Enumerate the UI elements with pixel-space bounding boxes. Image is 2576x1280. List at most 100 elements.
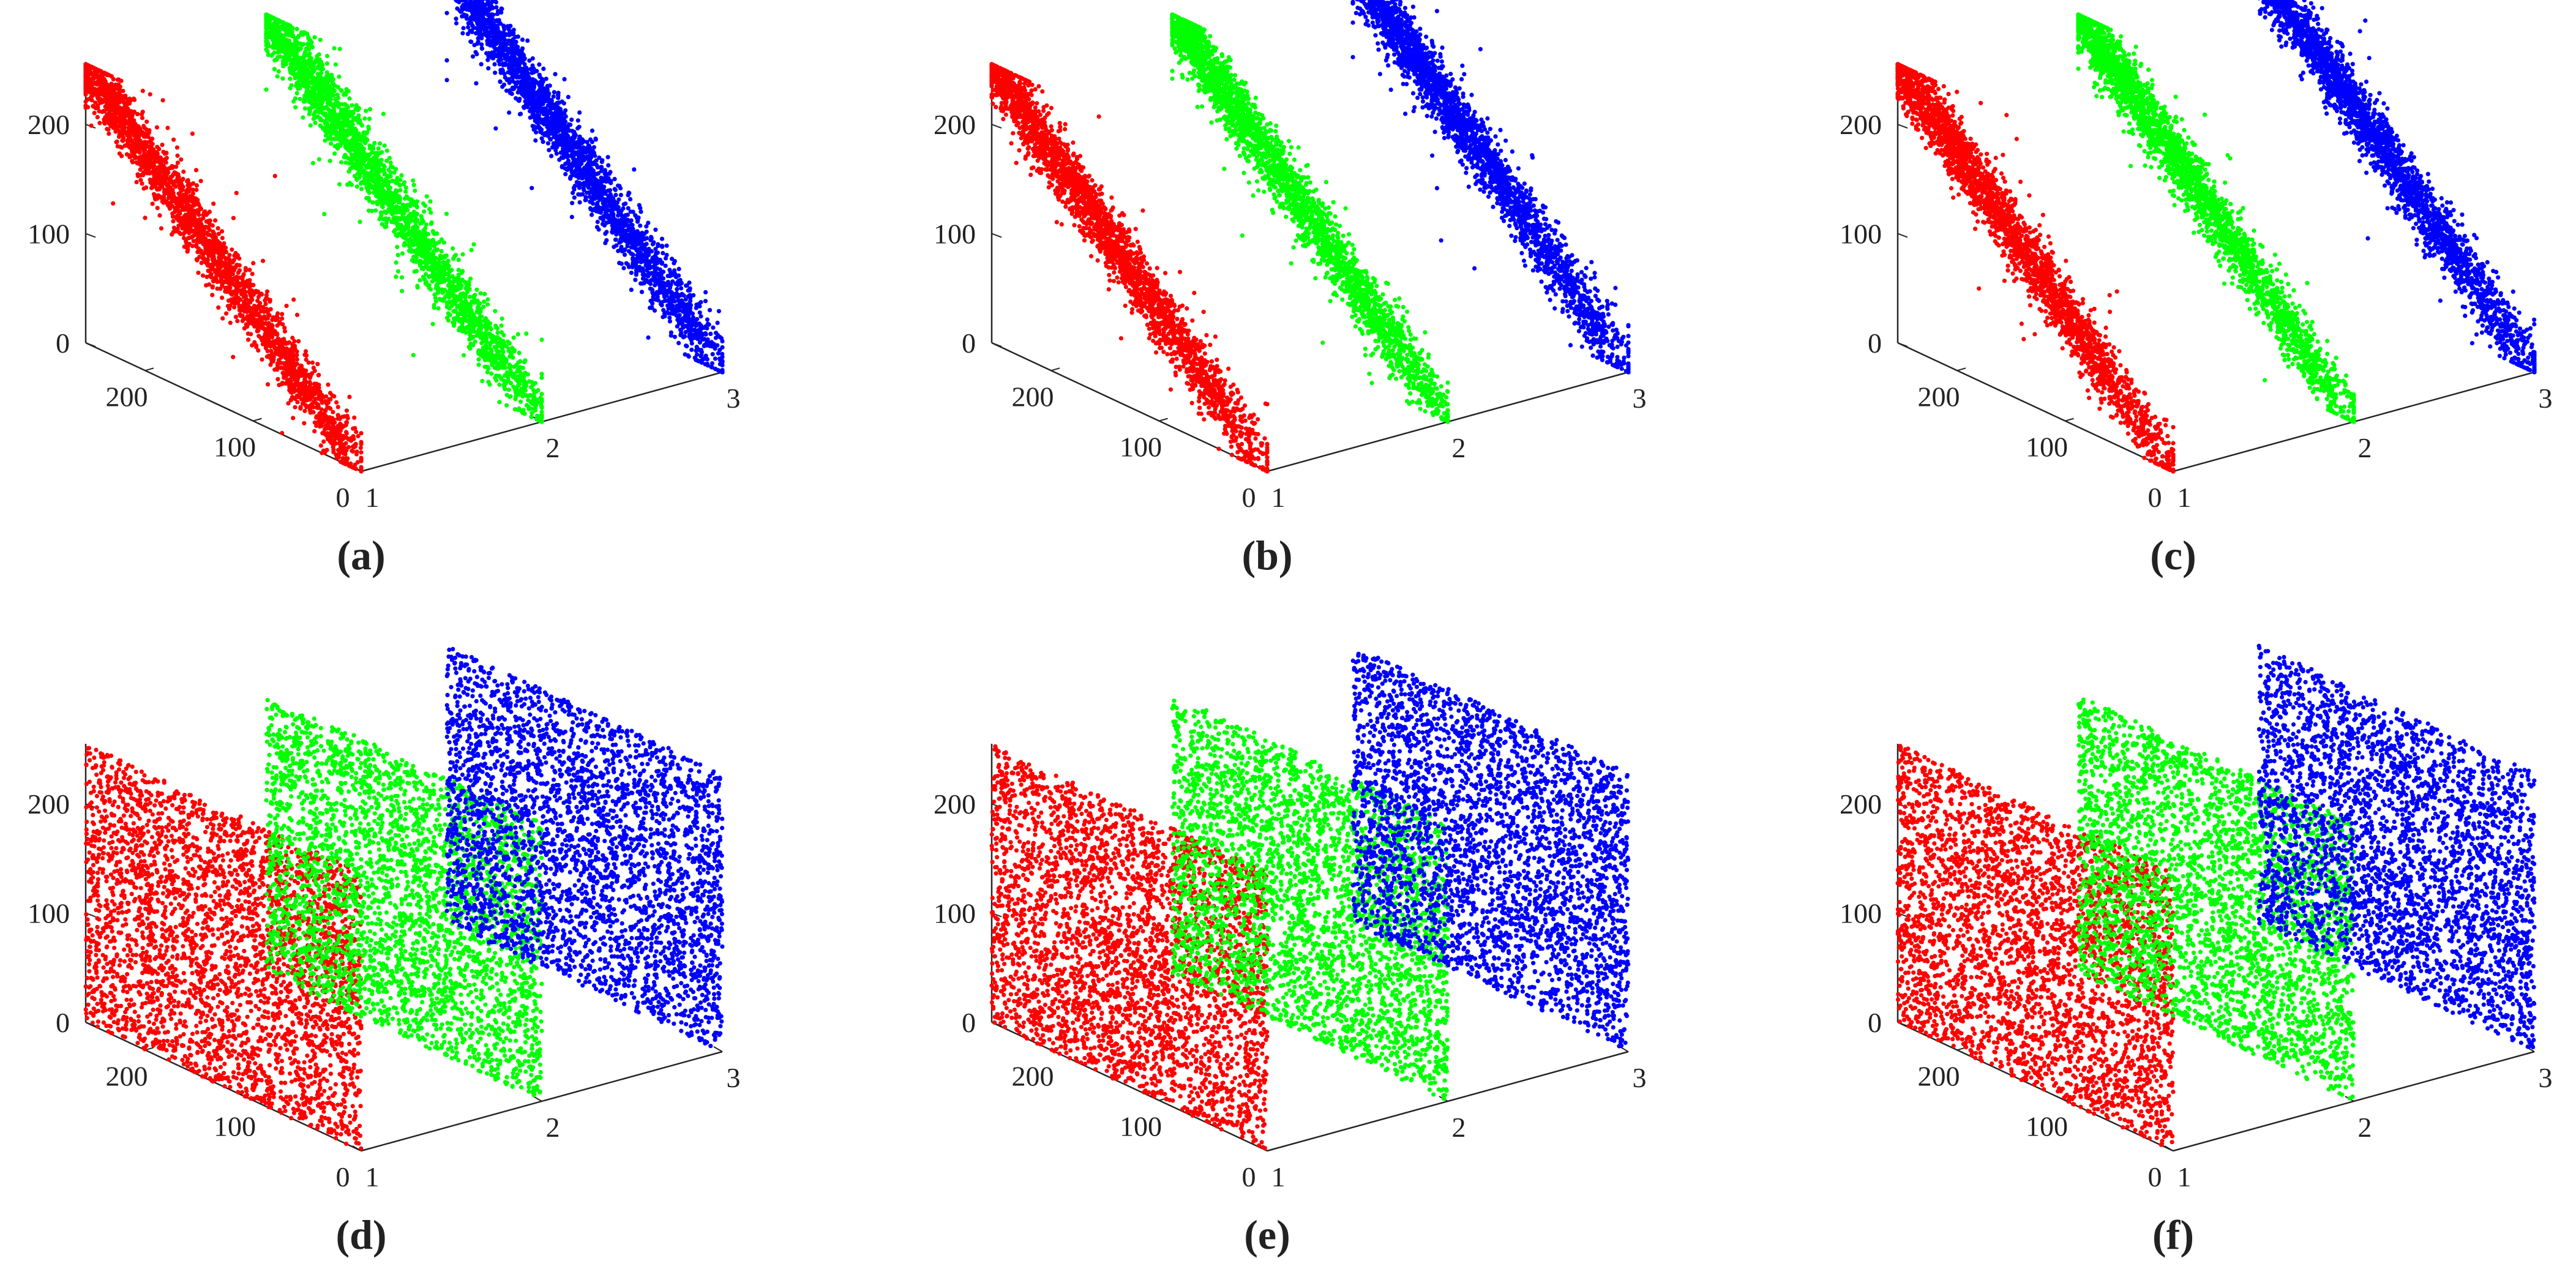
- scatter-point: [196, 271, 200, 275]
- scatter-point: [89, 124, 94, 128]
- scatter-point: [86, 74, 90, 78]
- scatter-point: [86, 64, 91, 68]
- scatter-point: [212, 245, 217, 250]
- scatter-point: [165, 125, 170, 130]
- scatter-point: [220, 260, 225, 264]
- scatter-point: [97, 121, 102, 125]
- scatter-point: [160, 166, 164, 170]
- scatter-point: [181, 170, 185, 174]
- scatter-point: [283, 354, 287, 358]
- scatter-point: [144, 119, 149, 124]
- scatter-point: [270, 331, 274, 335]
- scatter-point: [258, 292, 262, 296]
- scatter-point: [330, 421, 334, 425]
- scatter-point: [309, 410, 313, 414]
- scatter-point: [103, 96, 108, 100]
- scatter-point: [281, 347, 285, 351]
- scatter-point: [223, 256, 228, 261]
- scatter-point: [150, 182, 154, 186]
- scatter-point: [231, 216, 236, 220]
- scatter-point: [285, 371, 289, 375]
- scatter-point: [260, 357, 264, 362]
- scatter-point: [316, 383, 321, 387]
- x-tick-label: 2: [546, 432, 560, 463]
- scatter-point: [313, 385, 317, 389]
- scatter-point: [142, 163, 146, 167]
- scatter-point: [256, 348, 260, 353]
- scatter-point: [211, 284, 215, 288]
- scatter-point: [110, 116, 114, 121]
- scatter-point: [192, 212, 197, 216]
- scatter-point: [123, 94, 127, 98]
- scatter-point: [263, 302, 268, 306]
- scatter-point: [172, 226, 176, 230]
- scatter-point: [171, 219, 175, 223]
- scatter-point: [119, 99, 123, 103]
- scatter-point: [280, 312, 284, 316]
- scatter-point: [336, 405, 340, 409]
- scatter-point: [309, 382, 313, 386]
- scatter-point: [384, 159, 389, 163]
- scatter-point: [227, 299, 231, 303]
- scatter-point: [189, 206, 193, 211]
- scatter-point: [105, 112, 110, 116]
- scatter-point: [326, 383, 330, 387]
- scatter-point: [332, 394, 336, 399]
- scatter-point: [188, 194, 192, 198]
- scatter-point: [265, 290, 269, 294]
- scatter-point: [105, 102, 109, 107]
- scatter-point: [141, 186, 146, 190]
- scatter-point: [293, 344, 297, 348]
- scatter-point: [354, 430, 358, 434]
- scatter-point: [113, 83, 118, 87]
- scatter-point: [359, 450, 363, 454]
- scatter-point: [345, 431, 349, 435]
- scatter-point: [340, 437, 344, 441]
- scatter-point: [97, 89, 101, 93]
- scatter-point: [90, 98, 94, 102]
- scatter-point: [105, 72, 110, 77]
- scatter-point: [135, 129, 140, 133]
- scatter-point: [270, 359, 274, 364]
- scatter-point: [500, 316, 504, 321]
- scatter-point: [212, 231, 216, 236]
- scatter-point: [285, 365, 289, 370]
- scatter-point: [118, 94, 122, 98]
- scatter-point: [277, 383, 281, 387]
- scatter-point: [180, 226, 184, 230]
- scatter-point: [341, 443, 345, 447]
- scatter-point: [99, 97, 103, 101]
- scatter-point: [250, 315, 255, 319]
- scatter-point: [147, 128, 151, 132]
- scatter-point: [244, 266, 248, 271]
- scatter-point: [347, 463, 351, 468]
- scatter-point: [343, 452, 347, 456]
- scatter-point: [103, 79, 108, 83]
- scatter-point: [201, 252, 205, 256]
- scatter-point: [301, 115, 305, 119]
- scatter-point: [216, 226, 220, 230]
- scatter-point: [359, 457, 363, 462]
- x-tick-label: 3: [727, 383, 741, 414]
- scatter-point: [265, 340, 269, 344]
- scatter-point: [460, 252, 465, 256]
- scatter-point: [137, 138, 141, 142]
- scatter-point: [359, 442, 363, 446]
- scatter-point: [204, 231, 209, 236]
- scatter-point: [210, 263, 214, 267]
- scatter-point: [148, 92, 152, 97]
- scatter-point: [102, 90, 107, 94]
- scatter-point: [325, 419, 329, 424]
- scatter-point: [142, 152, 146, 157]
- scatter-point: [184, 241, 189, 245]
- scatter-point: [175, 145, 179, 149]
- scatter-point: [127, 153, 132, 157]
- scatter-point: [234, 315, 238, 319]
- scatter-point: [244, 307, 249, 312]
- scatter-point: [240, 289, 244, 293]
- scatter-point: [289, 355, 293, 359]
- scatter-point: [320, 407, 324, 411]
- scatter-point: [83, 105, 88, 110]
- scatter-point: [310, 361, 315, 365]
